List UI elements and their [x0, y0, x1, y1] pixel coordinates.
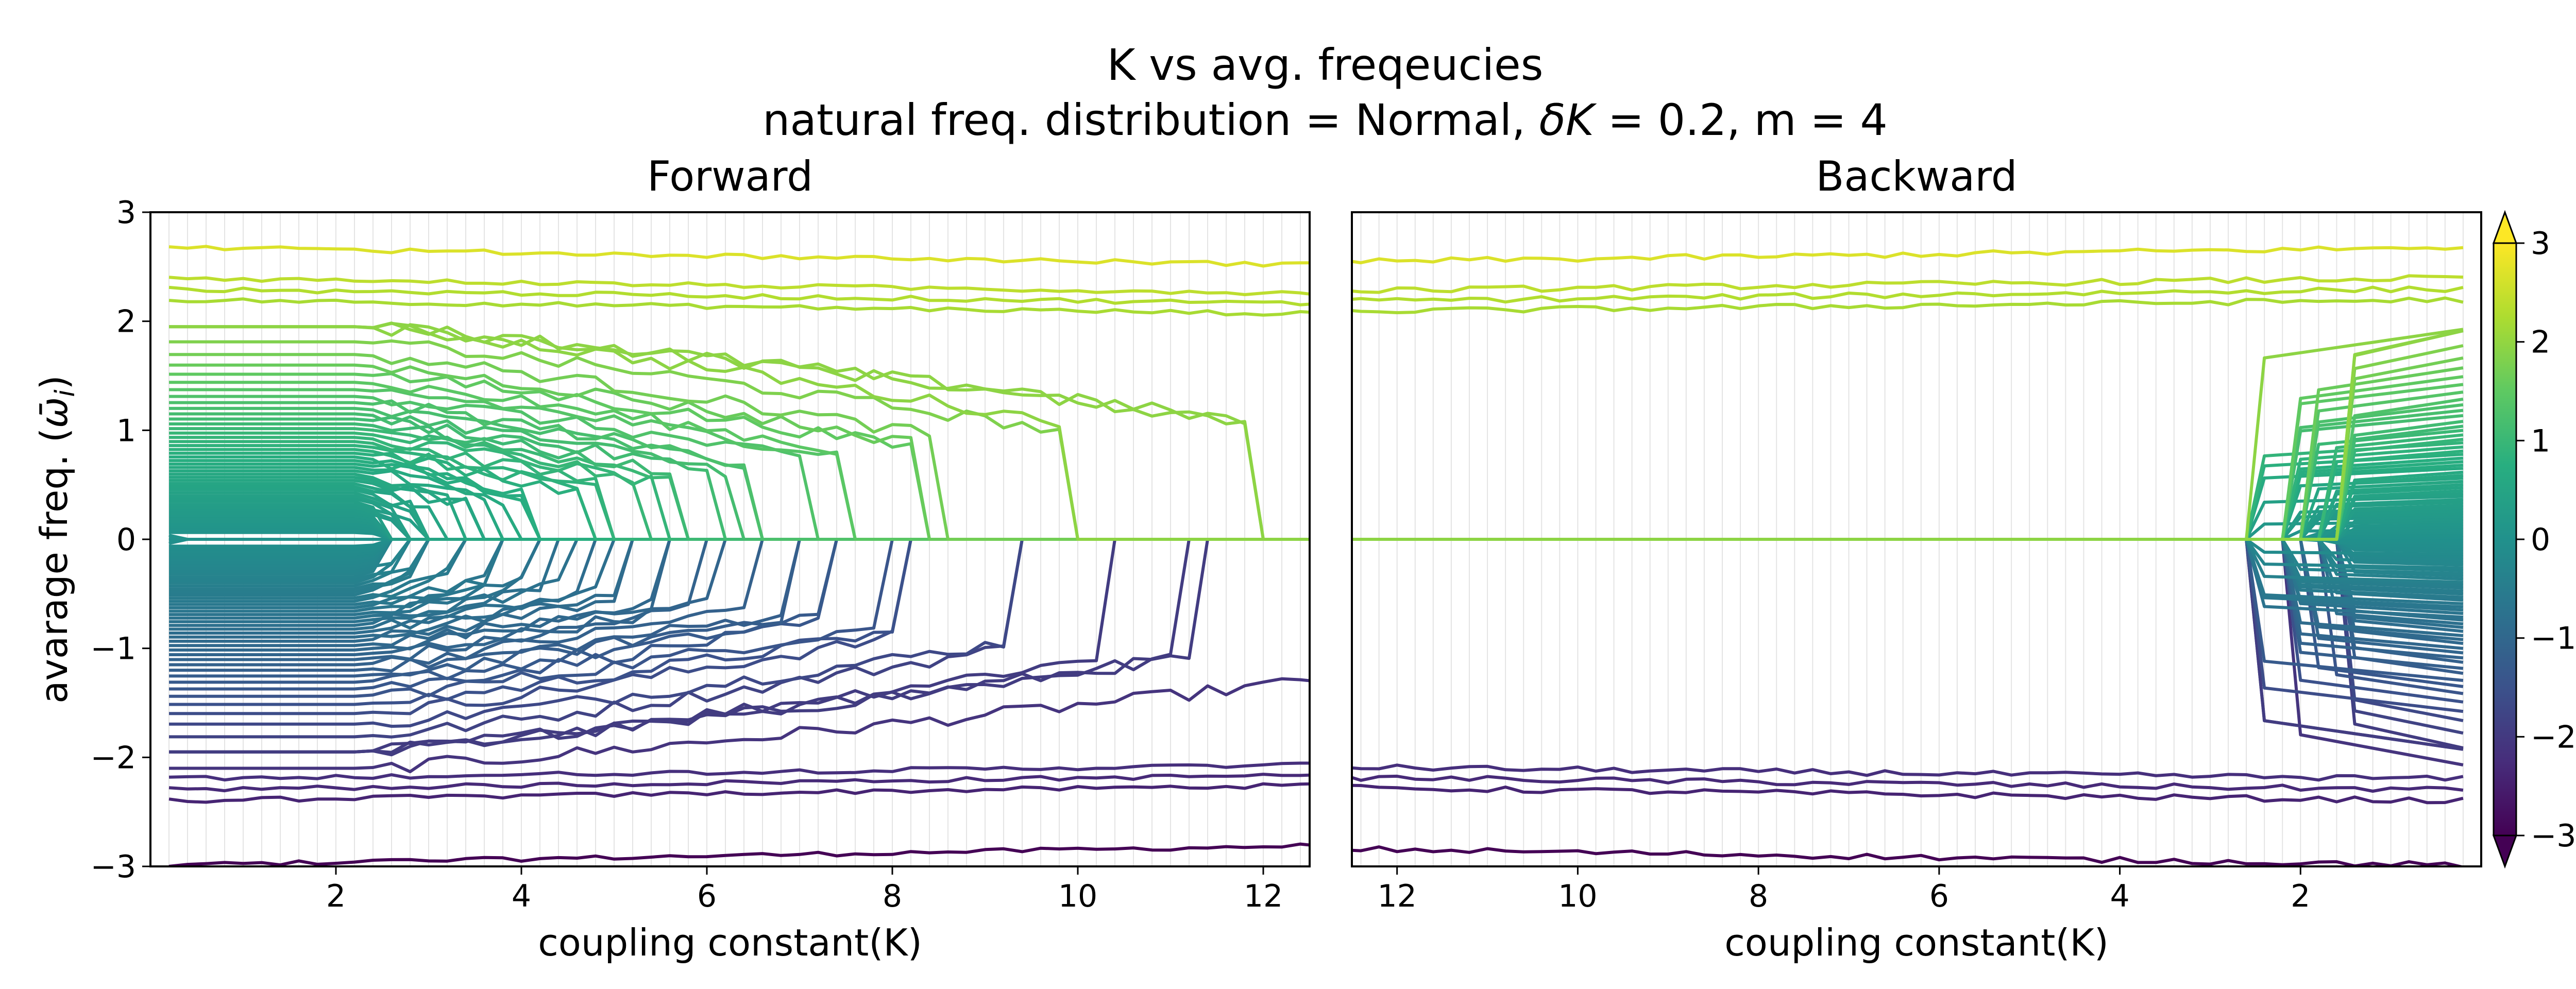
- forward-oscillator-line: [168, 773, 1310, 793]
- colorbar-extend-bottom: [2492, 834, 2518, 869]
- forward-oscillator-line: [168, 245, 1310, 268]
- backward-xtick-label: 12: [1378, 878, 1417, 914]
- colorbar-tick-label: −2: [2531, 719, 2576, 755]
- backward-axes-frame: [1351, 211, 2482, 867]
- forward-oscillator-line: [168, 782, 1310, 804]
- forward-ytick-label: −1: [91, 631, 136, 667]
- forward-ytick-label: 3: [116, 195, 136, 231]
- backward-oscillator-line: [1352, 763, 2464, 782]
- forward-xtick-label: 12: [1244, 878, 1283, 914]
- colorbar-tick-label: 2: [2531, 325, 2550, 361]
- forward-oscillator-line: [168, 276, 1310, 296]
- forward-oscillator-line: [168, 842, 1310, 866]
- backward-xtick-label: 2: [2291, 878, 2310, 914]
- backward-xtick-label: 10: [1558, 878, 1597, 914]
- backward-oscillator-line: [1352, 774, 2464, 793]
- backward-xlabel: coupling constant(K): [1724, 921, 2109, 964]
- forward-xtick-label: 6: [697, 878, 717, 914]
- forward-oscillator-line: [168, 285, 1310, 306]
- figure-title: K vs avg. freqeucies: [1107, 40, 1543, 90]
- backward-oscillator-line: [1352, 245, 2464, 265]
- forward-ytick-label: −2: [91, 740, 136, 776]
- backward-xtick-label: 8: [1749, 878, 1768, 914]
- forward-ytick-label: 0: [116, 522, 136, 558]
- colorbar-ticks: −3 −2 −1 0 1 2 3: [2516, 226, 2576, 854]
- backward-xtick-label: 4: [2110, 878, 2129, 914]
- colorbar-gradient: [2494, 243, 2516, 835]
- forward-oscillator-line: [168, 297, 1310, 317]
- backward-oscillator-line: [1352, 296, 2464, 314]
- backward-oscillator-line: [1352, 329, 2464, 541]
- forward-ytick-label: −3: [91, 849, 136, 885]
- forward-title: Forward: [647, 152, 813, 200]
- forward-xtick-label: 8: [883, 878, 902, 914]
- backward-oscillator-line: [1352, 845, 2464, 866]
- forward-xtick-label: 10: [1058, 878, 1097, 914]
- backward-title: Backward: [1816, 152, 2018, 200]
- backward-oscillator-line: [1352, 285, 2464, 304]
- colorbar-tick-label: 3: [2531, 226, 2550, 262]
- backward-oscillator-line: [1352, 783, 2464, 805]
- backward-oscillator-line: [1352, 274, 2463, 294]
- forward-xlabel: coupling constant(K): [538, 921, 922, 964]
- forward-oscillator-line: [168, 761, 1310, 782]
- forward-ylabel: avarage freq. (ω̄i): [32, 375, 81, 704]
- forward-ytick-label: 2: [116, 304, 136, 340]
- figure-subtitle: natural freq. distribution = Normal, δK …: [762, 95, 1888, 145]
- forward-ytick-label: 1: [116, 413, 136, 449]
- backward-series: [1352, 245, 2464, 866]
- colorbar-tick-label: 1: [2531, 423, 2550, 459]
- backward-xtick-label: 6: [1929, 878, 1949, 914]
- colorbar-extend-top: [2492, 210, 2518, 244]
- colorbar-tick-label: −3: [2531, 818, 2576, 854]
- forward-xtick-label: 4: [512, 878, 531, 914]
- forward-xtick-label: 2: [326, 878, 346, 914]
- colorbar-tick-label: 0: [2531, 522, 2550, 558]
- forward-oscillator-line: [169, 677, 1310, 774]
- forward-series: [168, 245, 1310, 866]
- backward-ticks: 12 10 8 6 4 2: [1378, 866, 2310, 914]
- forward-oscillator-line: [169, 321, 1310, 541]
- colorbar-tick-label: −1: [2531, 621, 2576, 657]
